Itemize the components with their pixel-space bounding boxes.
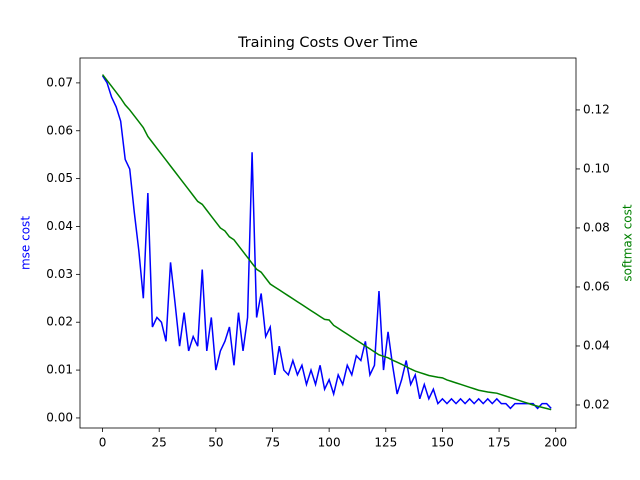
y-tick-label: 0.06 — [46, 123, 73, 137]
x-tick-label: 50 — [208, 436, 223, 450]
x-tick-label: 25 — [152, 436, 167, 450]
y-tick-label: 0.04 — [46, 219, 73, 233]
y-tick-label: 0.01 — [46, 363, 73, 377]
x-tick-label: 125 — [374, 436, 397, 450]
y2-tick-label: 0.08 — [583, 220, 610, 234]
y2-tick-label: 0.02 — [583, 397, 610, 411]
y-tick-label: 0.03 — [46, 267, 73, 281]
y-axis-label: mse cost — [19, 216, 33, 270]
y-tick-label: 0.00 — [46, 410, 73, 424]
x-tick-label: 75 — [265, 436, 280, 450]
y2-tick-label: 0.12 — [583, 102, 610, 116]
y2-tick-label: 0.04 — [583, 338, 610, 352]
x-tick-label: 150 — [431, 436, 454, 450]
y-tick-label: 0.02 — [46, 315, 73, 329]
x-tick-label: 200 — [544, 436, 567, 450]
x-tick-label: 100 — [318, 436, 341, 450]
y-tick-label: 0.07 — [46, 75, 73, 89]
series-line — [101, 75, 552, 410]
chart-title: Training Costs Over Time — [237, 35, 418, 51]
y2-tick-label: 0.06 — [583, 279, 610, 293]
series-line — [101, 74, 552, 411]
y-tick-label: 0.05 — [46, 171, 73, 185]
y2-tick-label: 0.10 — [583, 161, 610, 175]
x-tick-label: 175 — [488, 436, 511, 450]
y2-axis-label: softmax cost — [621, 204, 635, 281]
x-tick-label: 0 — [99, 436, 107, 450]
plot-frame — [79, 57, 577, 429]
